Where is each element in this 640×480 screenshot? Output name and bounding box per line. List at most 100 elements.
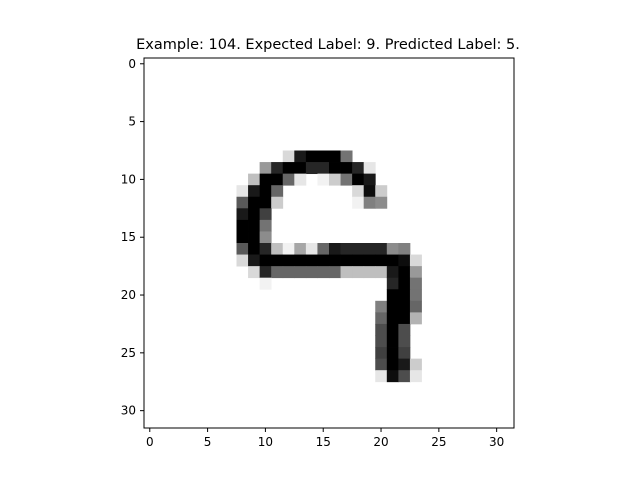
image-pixel <box>317 150 330 163</box>
image-pixel <box>352 185 365 198</box>
image-pixel <box>386 358 399 371</box>
image-pixel <box>294 254 307 267</box>
image-pixel <box>248 173 261 186</box>
image-pixel <box>236 219 249 232</box>
x-axis: 0 5 10 15 20 25 30 <box>146 428 504 449</box>
image-pixel <box>259 162 272 175</box>
image-pixel <box>409 289 422 302</box>
image-pixel <box>386 289 399 302</box>
image-pixel <box>375 358 388 371</box>
image-pixel <box>294 150 307 163</box>
image-pixel <box>386 300 399 313</box>
image-pixel <box>375 323 388 336</box>
y-axis: 0 5 10 15 20 25 30 <box>121 57 144 418</box>
image-pixel <box>398 335 411 348</box>
image-pixel <box>282 243 295 255</box>
image-pixels <box>236 150 422 383</box>
image-pixel <box>363 162 376 175</box>
y-tick-label: 15 <box>121 230 136 244</box>
image-pixel <box>305 266 318 279</box>
image-pixel <box>340 254 353 267</box>
image-pixel <box>294 162 307 175</box>
image-pixel <box>317 243 330 255</box>
image-pixel <box>305 243 318 255</box>
image-pixel <box>363 173 376 186</box>
axes: 0 5 10 15 20 25 30 0 5 10 15 20 25 30 <box>121 57 515 449</box>
image-pixel <box>386 370 399 383</box>
image-pixel <box>248 243 261 255</box>
image-pixel <box>259 277 272 290</box>
image-pixel <box>386 335 399 348</box>
image-pixel <box>386 243 399 255</box>
image-pixel <box>375 254 388 267</box>
image-pixel <box>375 300 388 313</box>
image-pixel <box>294 173 307 186</box>
image-pixel <box>363 185 376 198</box>
image-pixel <box>317 173 330 186</box>
image-pixel <box>398 277 411 290</box>
image-pixel <box>259 173 272 186</box>
image-pixel <box>259 219 272 232</box>
image-pixel <box>259 254 272 267</box>
image-pixel <box>305 150 318 163</box>
image-pixel <box>329 243 341 255</box>
image-pixel <box>294 266 307 279</box>
image-pixel <box>340 150 353 163</box>
image-pixel <box>259 185 272 198</box>
image-pixel <box>305 254 318 267</box>
image-pixel <box>236 208 249 221</box>
image-pixel <box>409 312 422 325</box>
image-pixel <box>398 300 411 313</box>
image-pixel <box>409 266 422 279</box>
x-tick-label: 0 <box>146 435 154 449</box>
image-pixel <box>386 347 399 360</box>
image-pixel <box>271 243 284 255</box>
image-pixel <box>409 300 422 313</box>
image-pixel <box>236 231 249 244</box>
image-pixel <box>340 266 353 279</box>
image-pixel <box>248 254 261 267</box>
image-pixel <box>363 266 376 279</box>
image-pixel <box>352 254 365 267</box>
image-pixel <box>375 347 388 360</box>
y-tick-label: 0 <box>128 57 136 71</box>
image-pixel <box>398 243 411 255</box>
x-tick-label: 25 <box>431 435 446 449</box>
y-tick-label: 30 <box>121 404 136 418</box>
image-pixel <box>363 243 376 255</box>
image-pixel <box>398 266 411 279</box>
image-pixel <box>282 254 295 267</box>
y-tick-label: 10 <box>121 172 136 186</box>
image-pixel <box>248 231 261 244</box>
image-pixel <box>329 162 341 175</box>
image-pixel <box>282 150 295 163</box>
image-pixel <box>386 266 399 279</box>
image-pixel <box>271 162 284 175</box>
image-pixel <box>352 266 365 279</box>
image-pixel <box>375 335 388 348</box>
image-pixel <box>386 312 399 325</box>
x-tick-label: 15 <box>316 435 331 449</box>
image-pixel <box>398 323 411 336</box>
image-pixel <box>271 266 284 279</box>
image-pixel <box>259 243 272 255</box>
image-pixel <box>317 266 330 279</box>
image-pixel <box>271 254 284 267</box>
image-pixel <box>409 277 422 290</box>
image-pixel <box>236 254 249 267</box>
image-pixel <box>375 196 388 209</box>
image-pixel <box>236 185 249 198</box>
image-pixel <box>259 266 272 279</box>
image-pixel <box>398 254 411 267</box>
image-pixel <box>271 173 284 186</box>
image-pixel <box>375 185 388 198</box>
image-pixel <box>398 289 411 302</box>
image-pixel <box>386 254 399 267</box>
image-pixel <box>340 243 353 255</box>
image-pixel <box>375 243 388 255</box>
image-pixel <box>248 219 261 232</box>
image-pixel <box>409 370 422 383</box>
image-pixel <box>305 162 318 175</box>
image-pixel <box>363 196 376 209</box>
